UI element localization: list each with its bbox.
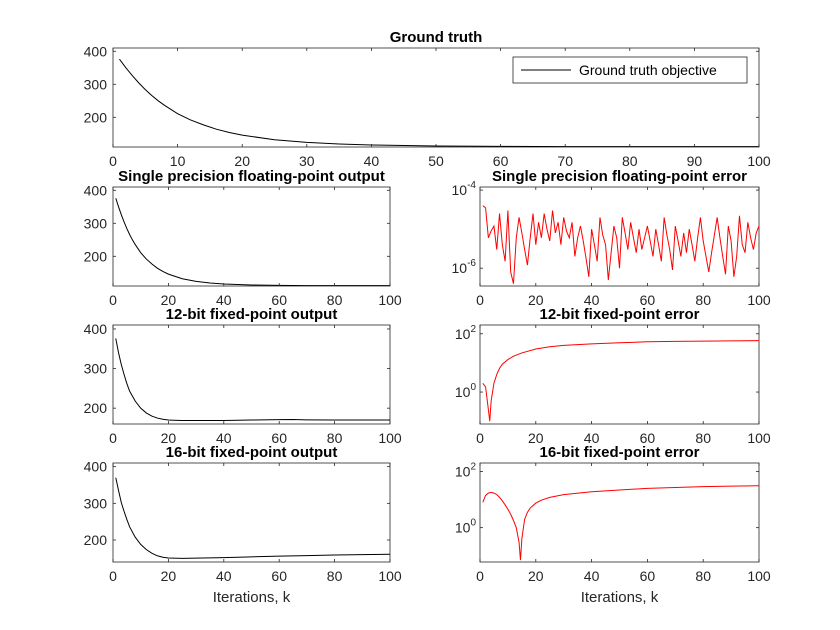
y-tick-label: 300 [84, 495, 108, 511]
plot-area [112, 462, 391, 563]
x-tick-label: 80 [695, 568, 711, 584]
y-tick-label: 10-4 [452, 180, 477, 198]
x-tick-label: 60 [271, 568, 287, 584]
x-tick-label: 0 [109, 153, 117, 169]
x-tick-label: 80 [327, 430, 343, 446]
x-tick-label: 40 [216, 292, 232, 308]
series-line-0 [482, 485, 759, 561]
x-tick-label: 70 [557, 153, 573, 169]
subplot-single-error: 0 20 40 60 80 100 10-6 10-4 Single precision flo… [452, 168, 771, 308]
y-tick-label: 400 [84, 182, 108, 198]
x-tick-label: 10 [170, 153, 186, 169]
x-tick-label: 40 [216, 568, 232, 584]
x-tick-label: 100 [378, 568, 402, 584]
x-tick-label: 0 [476, 430, 484, 446]
x-tick-label: 20 [528, 568, 544, 584]
x-tick-label: 50 [428, 153, 444, 169]
x-tick-label: 80 [327, 292, 343, 308]
series-line-0 [119, 58, 759, 147]
x-tick-label: 100 [747, 292, 771, 308]
x-tick-label: 60 [271, 292, 287, 308]
subplot-title: 16-bit fixed-point error [539, 444, 699, 461]
x-axis-label: Iterations, k [581, 589, 659, 606]
subplot-fixed12-error: 0 20 40 60 80 100 100 102 12-bit fixed-point err… [455, 306, 771, 446]
x-tick-label: 60 [640, 568, 656, 584]
subplot-fixed16-error: 0 20 40 60 80 100 100 102 16-bit fixed-point err… [455, 444, 771, 606]
x-tick-label: 20 [528, 430, 544, 446]
x-tick-label: 100 [378, 430, 402, 446]
y-tick-label: 102 [455, 461, 477, 479]
series-line-0 [482, 205, 759, 284]
y-tick-label: 400 [84, 321, 108, 337]
plot-area [479, 324, 760, 425]
x-tick-label: 40 [584, 430, 600, 446]
x-tick-label: 20 [161, 430, 177, 446]
y-tick-label: 200 [84, 248, 108, 264]
x-tick-label: 30 [299, 153, 315, 169]
x-tick-label: 0 [109, 568, 117, 584]
y-tick-label: 200 [84, 109, 108, 125]
x-tick-label: 40 [584, 568, 600, 584]
y-tick-label: 10-6 [452, 258, 477, 276]
subplot-title: 16-bit fixed-point output [166, 444, 338, 461]
x-tick-label: 20 [234, 153, 250, 169]
subplot-title: 12-bit fixed-point output [166, 306, 338, 323]
y-tick-label: 400 [84, 43, 108, 59]
x-tick-label: 60 [640, 430, 656, 446]
x-tick-label: 0 [109, 430, 117, 446]
x-tick-label: 40 [364, 153, 380, 169]
series-line-0 [115, 198, 390, 286]
subplot-title: 12-bit fixed-point error [539, 306, 699, 323]
plot-area [112, 324, 391, 425]
subplot-fixed16-output: 0 20 40 60 80 100 200 300 400 16-bit fixed-point … [84, 444, 402, 606]
x-tick-label: 60 [271, 430, 287, 446]
legend: Ground truth objective [512, 56, 748, 84]
x-tick-label: 80 [695, 430, 711, 446]
x-axis-label: Iterations, k [213, 589, 291, 606]
x-tick-label: 100 [747, 430, 771, 446]
y-tick-label: 102 [455, 324, 477, 342]
plot-area [112, 186, 391, 287]
x-tick-label: 80 [327, 568, 343, 584]
y-tick-label: 300 [84, 215, 108, 231]
x-tick-label: 0 [109, 292, 117, 308]
subplot-ground-truth: 0 10 20 30 40 50 60 70 80 90 100 200 300 400 Ground tr… [84, 29, 771, 169]
subplot-title: Single precision floating-point error [492, 168, 747, 185]
x-tick-label: 0 [476, 568, 484, 584]
x-tick-label: 0 [476, 292, 484, 308]
series-line-0 [482, 340, 759, 422]
x-tick-label: 20 [528, 292, 544, 308]
y-tick-label: 300 [84, 76, 108, 92]
series-line-0 [115, 477, 390, 559]
x-tick-label: 40 [216, 430, 232, 446]
y-tick-label: 300 [84, 361, 108, 377]
y-tick-label: 200 [84, 532, 108, 548]
subplot-title: Single precision floating-point output [118, 168, 385, 185]
x-tick-label: 100 [378, 292, 402, 308]
x-tick-label: 20 [161, 292, 177, 308]
plot-area [479, 186, 760, 287]
x-tick-label: 20 [161, 568, 177, 584]
series-line-0 [115, 338, 390, 421]
plot-area [479, 462, 760, 563]
x-tick-label: 60 [640, 292, 656, 308]
x-tick-label: 90 [687, 153, 703, 169]
x-tick-label: 80 [622, 153, 638, 169]
subplot-fixed12-output: 0 20 40 60 80 100 200 300 400 12-bit fixed-point … [84, 306, 402, 446]
y-tick-label: 100 [455, 382, 477, 400]
subplot-title: Ground truth [390, 29, 482, 46]
x-tick-label: 100 [747, 153, 771, 169]
y-tick-label: 100 [455, 518, 477, 536]
x-tick-label: 80 [695, 292, 711, 308]
x-tick-label: 60 [493, 153, 509, 169]
subplot-single-output: 0 20 40 60 80 100 200 300 400 Single precision fl… [84, 168, 402, 308]
legend-label: Ground truth objective [579, 62, 717, 78]
x-tick-label: 100 [747, 568, 771, 584]
y-tick-label: 400 [84, 459, 108, 475]
y-tick-label: 200 [84, 400, 108, 416]
x-tick-label: 40 [584, 292, 600, 308]
